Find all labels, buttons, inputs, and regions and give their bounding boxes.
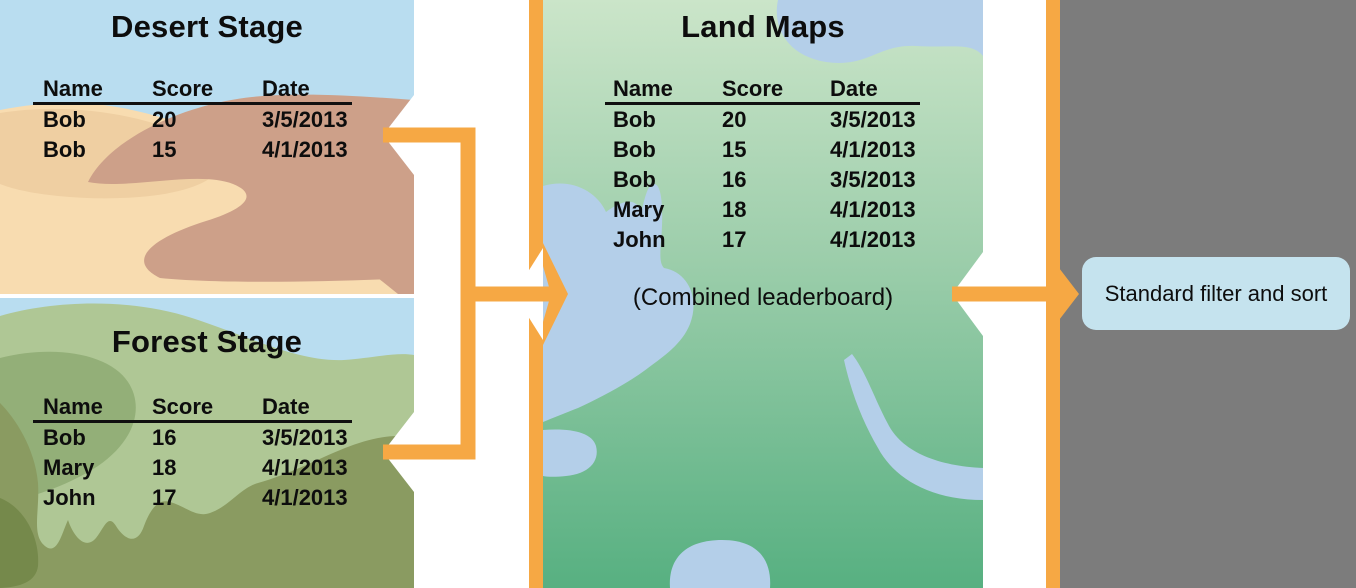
table-row: Bob 16 3/5/2013	[33, 423, 352, 453]
column-header-date: Date	[262, 76, 310, 101]
forest-foreground-dark-shape	[0, 403, 414, 588]
cell-name: Bob	[613, 167, 656, 192]
merge-arrow-shaft	[461, 286, 553, 302]
water-lake-shape	[543, 183, 694, 422]
cell-score: 17	[152, 485, 177, 510]
land-maps-title: Land Maps	[681, 9, 845, 44]
table-row: Bob 15 4/1/2013	[605, 135, 920, 165]
combined-leaderboard-caption: (Combined leaderboard)	[632, 284, 894, 311]
standard-filter-sort-label: Standard filter and sort	[1104, 280, 1328, 306]
water-bottom-shape	[669, 540, 771, 588]
cell-score: 20	[152, 107, 177, 132]
desert-dune-corner-shape	[378, 278, 414, 294]
cell-score: 16	[152, 425, 177, 450]
cell-date: 3/5/2013	[262, 107, 348, 132]
cell-name: Bob	[43, 425, 86, 450]
cell-score: 18	[152, 455, 177, 480]
stage-panels-divider	[0, 294, 414, 298]
table-row: Mary 18 4/1/2013	[605, 195, 920, 225]
filter-arrow-shaft	[952, 286, 1060, 302]
forest-leaderboard-table: Name Score Date Bob 16 3/5/2013 Mary 18 …	[33, 394, 352, 513]
cell-name: John	[43, 485, 96, 510]
cell-name: John	[613, 227, 666, 252]
cell-score: 20	[722, 107, 747, 132]
table-header-underline	[33, 102, 352, 105]
table-row: Mary 18 4/1/2013	[33, 453, 352, 483]
table-header-row: Name Score Date	[33, 76, 352, 102]
column-header-score: Score	[152, 76, 214, 101]
combined-leaderboard-table: Name Score Date Bob 20 3/5/2013 Bob 15 4…	[605, 76, 920, 255]
cell-date: 4/1/2013	[262, 485, 348, 510]
table-header-underline	[605, 102, 920, 105]
cell-score: 15	[152, 137, 177, 162]
table-row: Bob 15 4/1/2013	[33, 135, 352, 165]
forest-corner-dark-shape	[0, 498, 39, 588]
water-top-shape	[776, 0, 983, 63]
cell-name: Bob	[613, 137, 656, 162]
desert-leaderboard-table: Name Score Date Bob 20 3/5/2013 Bob 15 4…	[33, 76, 352, 165]
column-header-score: Score	[152, 394, 214, 419]
cell-name: Mary	[43, 455, 95, 480]
table-row: Bob 20 3/5/2013	[605, 105, 920, 135]
land-maps-illustration	[543, 0, 983, 588]
river-shape	[844, 354, 983, 500]
cell-date: 4/1/2013	[262, 137, 348, 162]
cell-score: 18	[722, 197, 747, 222]
table-row: John 17 4/1/2013	[33, 483, 352, 513]
column-header-name: Name	[43, 394, 103, 419]
cell-name: Bob	[613, 107, 656, 132]
cell-name: Bob	[43, 107, 86, 132]
column-header-score: Score	[722, 76, 784, 101]
cell-date: 3/5/2013	[830, 107, 916, 132]
cell-date: 3/5/2013	[830, 167, 916, 192]
cell-score: 16	[722, 167, 747, 192]
standard-filter-sort-box: Standard filter and sort	[1082, 257, 1350, 330]
merge-arrowhead-icon	[543, 243, 568, 345]
table-header-underline	[33, 420, 352, 423]
column-header-date: Date	[830, 76, 878, 101]
table-header-row: Name Score Date	[33, 394, 352, 420]
cell-date: 4/1/2013	[830, 197, 916, 222]
cell-date: 4/1/2013	[830, 227, 916, 252]
cell-name: Mary	[613, 197, 665, 222]
table-row: Bob 16 3/5/2013	[605, 165, 920, 195]
forest-panel-illustration	[0, 298, 414, 588]
cell-date: 3/5/2013	[262, 425, 348, 450]
desert-panel-illustration	[0, 0, 414, 294]
column-header-name: Name	[613, 76, 673, 101]
cell-date: 4/1/2013	[262, 455, 348, 480]
desert-stage-title: Desert Stage	[111, 9, 303, 44]
filter-arrowhead-icon	[1046, 251, 1079, 337]
water-pond-shape	[543, 429, 597, 477]
table-row: Bob 20 3/5/2013	[33, 105, 352, 135]
desert-dune-dark-shape	[88, 94, 414, 282]
column-header-name: Name	[43, 76, 103, 101]
forest-stage-title: Forest Stage	[111, 324, 303, 359]
cell-name: Bob	[43, 137, 86, 162]
cell-score: 17	[722, 227, 747, 252]
cell-date: 4/1/2013	[830, 137, 916, 162]
column-header-date: Date	[262, 394, 310, 419]
table-header-row: Name Score Date	[605, 76, 920, 102]
table-row: John 17 4/1/2013	[605, 225, 920, 255]
cell-score: 15	[722, 137, 747, 162]
